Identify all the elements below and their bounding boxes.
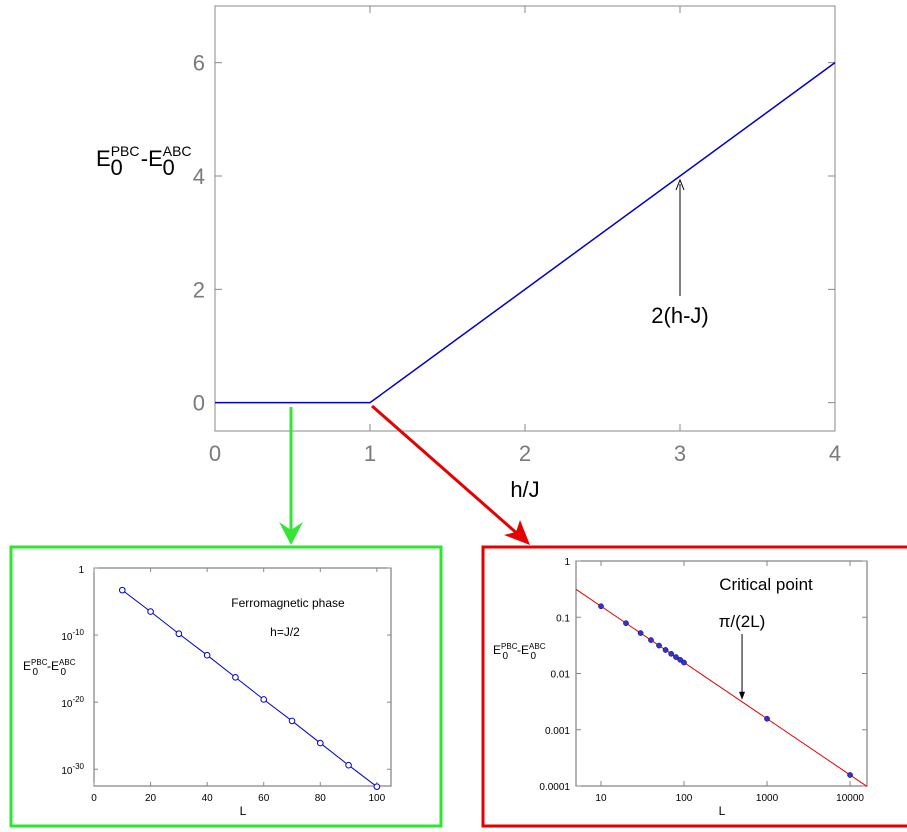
red-connector-arrow: [371, 404, 521, 538]
main-y-tick-labels: 0 2 4 6: [193, 51, 205, 416]
critical-point-annotation-arrowhead: [739, 691, 746, 700]
critical-point-data-point: [847, 772, 853, 778]
main-axis-ticks: [214, 6, 836, 431]
ferromagnetic-data-point: [232, 674, 239, 681]
main-chart: 0 1 2 3 4 0 2 4 6 h/J EPBC 0 -EABC 0 2(h-J): [96, 5, 841, 502]
critical-point-x-tick-label: 100: [676, 793, 693, 804]
ferromagnetic-inset: 0 20 40 60 80 100 1 10-10 10-20 10-30 L …: [9, 545, 443, 828]
main-y-axis-label: EPBC 0 -EABC 0: [96, 143, 192, 180]
critical-point-inset-border: [481, 545, 907, 828]
critical-point-y-axis-label: EPBC 0 -EABC 0: [493, 642, 546, 662]
main-x-tick-label: 0: [209, 441, 221, 466]
main-annotation-arrowhead: [675, 178, 685, 191]
critical-point-y-tick-label: 0.01: [551, 670, 571, 681]
ferromagnetic-data-point: [147, 608, 154, 615]
main-x-tick-label: 3: [674, 441, 686, 466]
critical-point-inset: 10 100 1000 10000 1 0.1 0.01 0.001 0.000…: [481, 545, 907, 828]
ferromagnetic-data-point: [203, 651, 211, 659]
ferromagnetic-data-point: [175, 630, 183, 638]
ferromagnetic-data-point: [118, 586, 126, 594]
critical-point-data-point: [623, 620, 629, 627]
main-x-tick-labels: 0 1 2 3 4: [209, 441, 841, 466]
critical-point-plot-frame: [575, 560, 868, 787]
critical-point-annotation-label: π/(2L): [719, 612, 766, 631]
critical-point-y-tick-label: 0.1: [556, 613, 570, 624]
ferromagnetic-series: [118, 586, 381, 790]
ferromagnetic-y-axis-label: EPBC 0 -EABC 0: [23, 658, 76, 678]
ferromagnetic-inset-border: [9, 545, 443, 828]
ferromagnetic-data-point: [345, 761, 352, 769]
ferromagnetic-series-line: [121, 589, 378, 788]
ferromagnetic-data-point: [373, 783, 381, 790]
green-connector-arrowhead: [279, 522, 303, 545]
ferromagnetic-x-tick-label: 0: [91, 793, 97, 804]
ferromagnetic-axis-ticks: [93, 567, 391, 786]
ferromagnetic-x-tick-label: 80: [315, 793, 327, 804]
critical-point-series: [575, 588, 868, 787]
ferromagnetic-subtitle: h=J/2: [270, 625, 300, 639]
main-y-tick-label: 4: [193, 164, 205, 189]
ferromagnetic-y-tick-label: 1: [78, 565, 84, 576]
main-y-tick-label: 0: [193, 391, 205, 416]
main-y-tick-label: 6: [193, 51, 205, 76]
ferromagnetic-data-point: [316, 739, 324, 747]
main-x-axis-label: h/J: [510, 477, 539, 502]
main-x-tick-label: 1: [364, 441, 376, 466]
ferromagnetic-y-tick-label: 10-10: [61, 628, 84, 643]
critical-point-axis-ticks: [576, 560, 867, 787]
critical-point-y-tick-label: 0.0001: [539, 782, 570, 793]
critical-point-data-point: [668, 650, 675, 657]
ferromagnetic-y-tick-labels: 1 10-10 10-20 10-30: [61, 565, 84, 777]
ferromagnetic-data-point: [288, 717, 296, 725]
ferromagnetic-x-tick-label: 100: [369, 793, 386, 804]
ferromagnetic-x-tick-label: 60: [258, 793, 270, 804]
critical-point-y-tick-label: 1: [564, 557, 570, 568]
critical-point-data-point: [764, 715, 770, 722]
critical-point-data-point: [662, 647, 669, 653]
critical-point-x-axis-label: L: [719, 804, 726, 818]
critical-point-data-point: [648, 637, 654, 643]
critical-point-data-point: [681, 659, 687, 666]
ferromagnetic-x-tick-label: 40: [202, 793, 214, 804]
critical-point-x-tick-label: 10: [595, 793, 607, 804]
ferromagnetic-y-tick-label: 10-30: [61, 762, 84, 777]
ferromagnetic-x-tick-label: 20: [145, 793, 157, 804]
main-x-tick-label: 4: [829, 441, 841, 466]
ferromagnetic-x-tick-labels: 0 20 40 60 80 100: [91, 793, 385, 804]
ferromagnetic-data-point: [260, 696, 268, 703]
red-connector-arrowhead: [504, 520, 530, 545]
critical-point-title: Critical point: [719, 575, 813, 594]
critical-point-x-tick-label: 10000: [836, 793, 864, 804]
critical-point-y-tick-labels: 1 0.1 0.01 0.001 0.0001: [539, 557, 570, 793]
critical-point-data-point: [598, 603, 604, 610]
main-annotation-label: 2(h-J): [651, 303, 708, 328]
main-plot-frame: [214, 5, 836, 432]
ferromagnetic-y-tick-label: 10-20: [61, 695, 84, 710]
ferromagnetic-title: Ferromagnetic phase: [231, 596, 345, 610]
ferromagnetic-x-axis-label: L: [240, 804, 247, 818]
critical-point-x-tick-label: 1000: [756, 793, 779, 804]
connector-arrows: [279, 404, 530, 545]
main-x-tick-label: 2: [519, 441, 531, 466]
main-series-line: [215, 62, 836, 404]
ferromagnetic-plot-frame: [93, 567, 392, 787]
critical-point-data-point: [637, 630, 644, 636]
critical-point-y-tick-label: 0.001: [545, 726, 570, 737]
critical-point-data-point: [656, 642, 662, 649]
critical-point-data-point: [673, 654, 679, 660]
critical-point-x-tick-labels: 10 100 1000 10000: [595, 793, 864, 804]
main-y-tick-label: 2: [193, 277, 205, 302]
